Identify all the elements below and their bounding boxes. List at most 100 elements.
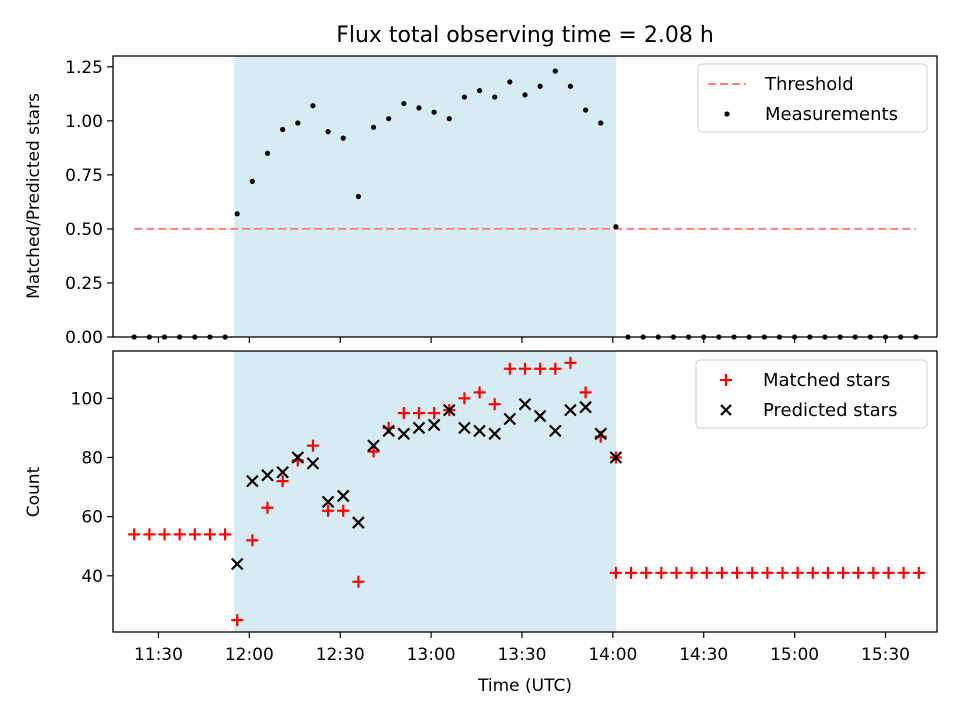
measurement-point [340,135,346,141]
x-tick-label: 15:30 [861,645,910,665]
predicted-star-point [382,424,395,438]
x-tick-label: 15:00 [770,645,819,665]
bottom-legend-box [695,359,928,429]
matched-star-point [867,566,880,579]
measurement-point [537,83,543,89]
matched-star-point [337,504,350,517]
matched-star-point [367,445,380,458]
measurement-point [476,87,483,94]
measurement-point [567,83,574,89]
top-y-tick-label: 0.00 [65,328,103,348]
matched-star-point [791,566,804,579]
legend-predicted-label: Predicted stars [763,400,897,421]
chart-title: Flux total observing time = 2.08 h [336,23,714,48]
x-tick-label: 12:00 [225,645,274,665]
predicted-star-point [579,400,592,414]
predicted-star-point [488,427,501,441]
bottom-plot-frame [112,350,938,633]
matched-star-point [488,398,501,411]
legend-predicted-swatch [720,404,732,416]
x-tick-label: 12:30 [316,645,365,665]
matched-star-point [564,356,577,369]
top-plot: 0.00 0.25 0.50 0.75 1.00 1.25 Matched/Predict… [24,55,938,348]
measurement-point [552,68,558,74]
measurement-point [522,92,528,98]
matched-star-point [700,566,713,579]
predicted-star-point [261,468,274,482]
top-y-tick-label: 1.25 [65,58,103,78]
predicted-star-point [397,427,411,441]
matched-star-point [609,566,622,579]
matched-star-point [276,475,289,488]
legend-threshold-label: Threshold [764,74,854,95]
matched-star-point [219,528,232,541]
matched-star-point [128,528,141,541]
predicted-star-point [609,451,623,464]
measurement-point [264,150,271,156]
predicted-star-point [473,424,486,438]
matched-star-point [912,566,925,579]
matched-star-point [203,528,216,541]
matched-star-point [143,528,156,541]
predicted-star-point [276,465,289,479]
measurement-point [598,120,604,126]
matched-star-point [821,566,834,579]
measurement-point [613,224,619,230]
predicted-star-point [549,424,562,438]
measurement-point [280,126,286,133]
matched-star-point [715,566,728,579]
predicted-star-point [246,474,259,488]
legend-matched-swatch [720,374,732,386]
measurement-point [295,120,301,126]
measurement-point [507,79,513,85]
measurement-point [310,103,316,109]
matched-star-point [503,362,516,375]
bottom-y-axis-label: Count [24,466,44,517]
matched-star-point [173,528,186,541]
measurement-point [370,124,377,130]
x-axis-label: Time (UTC) [477,676,572,696]
measurement-point [431,109,437,115]
predicted-star-point [594,427,608,441]
x-tick-label: 13:30 [497,645,546,665]
bottom-legend: Matched stars Predicted stars [695,359,928,429]
matched-star-point [534,362,547,375]
measurement-point [234,211,240,217]
measurement-point [325,129,331,135]
predicted-star-point [367,439,380,452]
top-legend: Threshold Measurements [697,63,928,133]
top-legend-box [697,63,928,133]
x-tick-label: 13:00 [407,645,456,665]
measurement-point [492,94,498,100]
matched-star-point [837,566,850,579]
predicted-star-point [518,397,532,411]
measurement-point [355,193,361,200]
matched-star-point [897,566,910,579]
matched-star-point [685,566,698,579]
x-tick-label: 14:30 [679,645,728,665]
predicted-star-point [442,403,456,417]
matched-star-point [261,501,274,514]
measurement-point [582,107,589,113]
matched-star-point [655,566,668,579]
predicted-star-point [321,495,335,509]
matched-star-point [670,566,683,579]
matched-star-point [188,528,201,541]
measurement-point [401,100,407,107]
predicted-star-point [412,421,426,435]
matched-star-point [412,407,425,420]
matched-star-point [806,566,819,579]
matched-star-point [458,392,471,405]
matched-star-point [852,566,865,579]
measurement-point [461,94,468,100]
matched-star-point [246,534,259,547]
matched-star-point [776,566,789,579]
matched-star-point [625,566,638,579]
top-y-tick-label: 0.25 [65,274,103,294]
top-observing-window [234,56,616,337]
measurement-point [386,116,392,122]
predicted-star-point [336,489,350,503]
matched-star-point [640,566,653,579]
x-tick-label: 14:00 [588,645,637,665]
